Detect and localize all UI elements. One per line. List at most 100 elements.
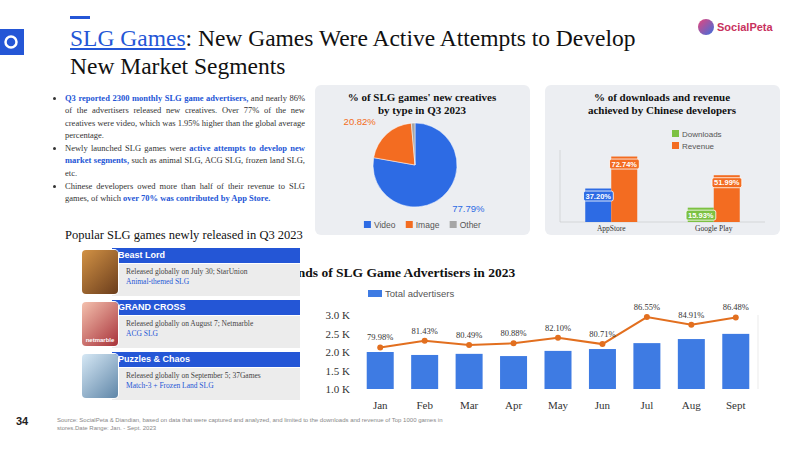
data-label: 86.55% bbox=[634, 302, 660, 312]
game-info: Released globally on August 7; Netmarble… bbox=[112, 316, 300, 348]
marker bbox=[644, 314, 650, 320]
label-box bbox=[686, 210, 716, 220]
label-box bbox=[610, 159, 640, 169]
bar bbox=[585, 189, 611, 222]
bar bbox=[722, 334, 749, 389]
text-line: % of downloads and revenue bbox=[594, 91, 730, 103]
slice bbox=[374, 123, 415, 165]
game-tag: Animal-themed SLG bbox=[126, 277, 294, 287]
tick-label: 1.0 K bbox=[326, 383, 351, 395]
marker bbox=[733, 314, 739, 320]
data-label: 86.48% bbox=[723, 302, 749, 312]
accent-dash bbox=[70, 16, 90, 19]
tick-label: 1.5 K bbox=[326, 365, 351, 377]
bullet: Q3 reported 2300 monthly SLG game advert… bbox=[65, 92, 305, 141]
legend-swatch bbox=[672, 142, 679, 149]
tick-label: Apr bbox=[505, 399, 522, 411]
bullet: Newly launched SLG games were active att… bbox=[65, 142, 305, 179]
title: SLG Games: New Games Were Active Attempt… bbox=[70, 24, 660, 80]
legend-label: Other bbox=[460, 220, 481, 230]
data-label: 77.79% bbox=[452, 203, 485, 214]
legend-swatch bbox=[450, 221, 457, 228]
bar bbox=[678, 339, 705, 389]
plot-area bbox=[585, 157, 740, 222]
data-label: 80.88% bbox=[500, 328, 526, 338]
bar bbox=[500, 356, 527, 389]
game-tag: Match-3 + Frozen Land SLG bbox=[126, 381, 294, 391]
data-label: 20.82% bbox=[344, 116, 377, 127]
game-name: Puzzles & Chaos bbox=[112, 352, 300, 367]
game-release: Released globally on August 7; Netmarble bbox=[126, 319, 294, 329]
title-highlight: SLG Games bbox=[70, 25, 186, 51]
bar bbox=[611, 157, 637, 222]
data-label: 82.10% bbox=[545, 323, 571, 333]
legend-label: Video bbox=[374, 220, 396, 230]
data-label: 15.93% bbox=[688, 211, 714, 220]
label-box bbox=[712, 178, 742, 188]
legend-swatch bbox=[364, 221, 371, 228]
tick-label: Feb bbox=[416, 399, 433, 411]
panel bbox=[545, 85, 780, 235]
bar bbox=[589, 349, 616, 389]
tick-label: Google Play bbox=[695, 224, 733, 233]
legend-label: Total advertisers bbox=[385, 288, 454, 299]
marker bbox=[688, 322, 694, 328]
data-label: 84.91% bbox=[678, 310, 704, 320]
tick-label: Mar bbox=[460, 399, 479, 411]
game-icon bbox=[82, 250, 118, 294]
pie bbox=[373, 123, 457, 207]
text-line: achieved by Chinese developers bbox=[588, 104, 737, 116]
chart-title: % of SLG games' new creativesby type in … bbox=[348, 91, 497, 116]
tick-label: 2.0 K bbox=[326, 346, 351, 358]
bar bbox=[367, 352, 394, 389]
tick-label: Jun bbox=[595, 399, 611, 411]
page-number: 34 bbox=[16, 415, 28, 427]
bullets: Q3 reported 2300 monthly SLG game advert… bbox=[55, 92, 305, 206]
game-icon: netmarble bbox=[82, 302, 118, 346]
legend-label: Image bbox=[416, 220, 440, 230]
tick-label: Aug bbox=[682, 399, 701, 411]
data-label: 79.98% bbox=[367, 332, 393, 342]
data-label: 80.71% bbox=[589, 329, 615, 339]
game-info: Released globally on July 30; StarUnionA… bbox=[112, 264, 300, 296]
label-box bbox=[584, 191, 614, 201]
text-line: % of SLG games' new creatives bbox=[348, 91, 497, 103]
bar bbox=[411, 355, 438, 389]
axis-line bbox=[758, 315, 759, 389]
page: SocialPeta % of SLG games' new creativesb… bbox=[0, 0, 800, 450]
legend-swatch bbox=[672, 130, 679, 137]
marker bbox=[599, 341, 605, 347]
brand: SocialPeta bbox=[717, 21, 774, 33]
tick-label: AppStore bbox=[597, 224, 626, 233]
game-release: Released globally on September 5; 37Game… bbox=[126, 371, 294, 381]
game-release: Released globally on July 30; StarUnion bbox=[126, 267, 294, 277]
marker bbox=[511, 340, 517, 346]
marker bbox=[377, 344, 383, 350]
games-title: Popular SLG games newly released in Q3 2… bbox=[65, 228, 303, 243]
brand-icon bbox=[698, 19, 714, 35]
game-tag: ACG SLG bbox=[126, 329, 294, 339]
legend-label: Downloads bbox=[682, 130, 722, 139]
bar bbox=[545, 351, 572, 389]
game-name: Beast Lord bbox=[112, 248, 300, 263]
logo-block bbox=[0, 29, 24, 55]
game-icon bbox=[82, 354, 118, 398]
data-label: 72.74% bbox=[612, 160, 638, 169]
slice bbox=[373, 123, 457, 207]
game-info: Released globally on September 5; 37Game… bbox=[112, 368, 300, 400]
source: Source: SocialPeta & Diandian, based on … bbox=[57, 417, 447, 432]
data-label: 51.99% bbox=[714, 178, 740, 187]
bar bbox=[714, 175, 740, 222]
tick-label: Jan bbox=[373, 399, 388, 411]
bar bbox=[633, 343, 660, 389]
data-label: 80.49% bbox=[456, 330, 482, 340]
bullet-text: over 70% was contributed by App Store. bbox=[123, 193, 270, 203]
chart-title: Trends of SLG Game Advertisers in 2023 bbox=[278, 265, 516, 280]
marker bbox=[422, 338, 428, 344]
icon-label: netmarble bbox=[82, 337, 118, 343]
data-label: 37.20% bbox=[586, 192, 612, 201]
data-label: 81.43% bbox=[412, 326, 438, 336]
bullet-text: Newly launched SLG games were bbox=[65, 143, 189, 153]
plot-area bbox=[367, 314, 750, 389]
logo-icon bbox=[6, 37, 17, 48]
